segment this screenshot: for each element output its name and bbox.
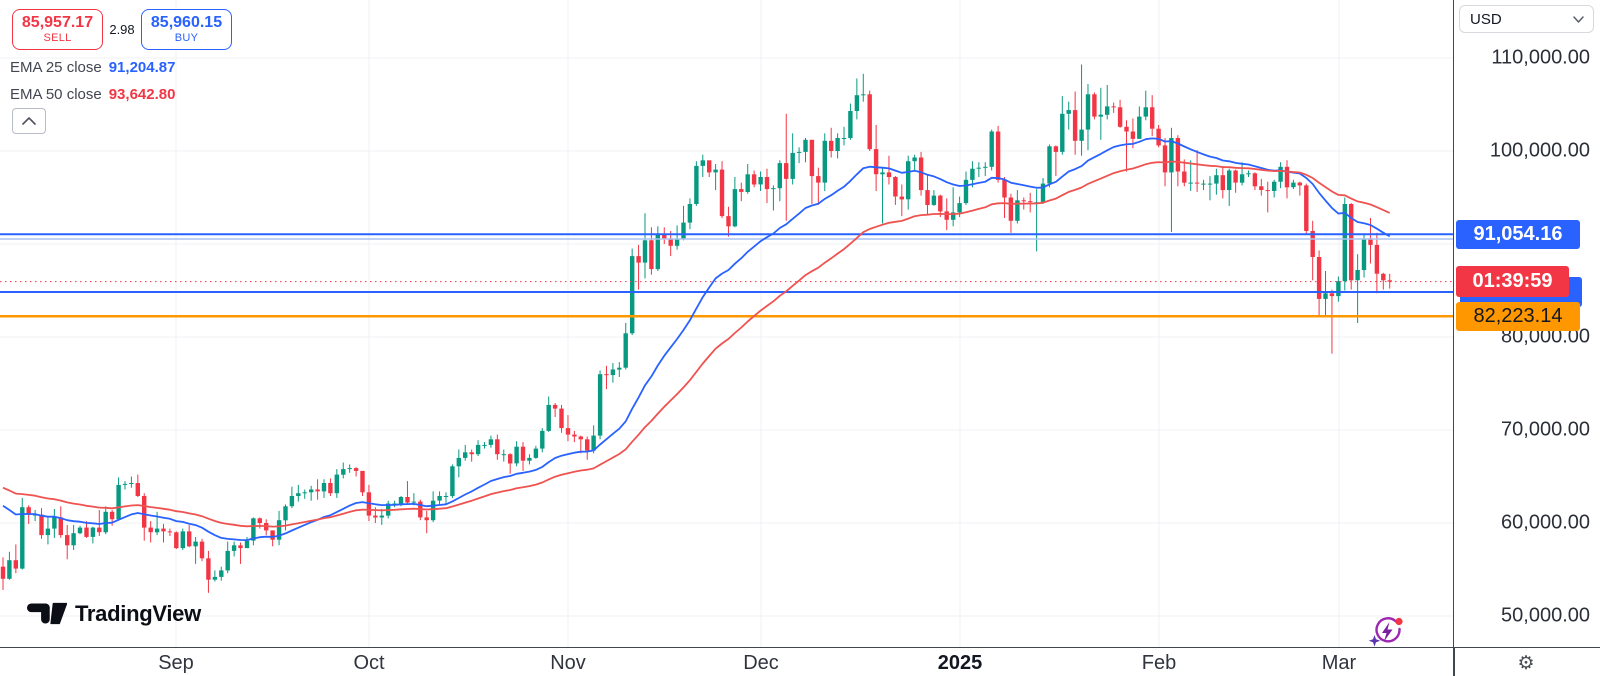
spread-value: 2.98: [109, 22, 135, 37]
time-axis-label-nov: Nov: [550, 652, 586, 674]
axis-corner-divider: [1453, 648, 1455, 676]
sell-price: 85,957.17: [21, 14, 94, 31]
price-axis-tick: 60,000.00: [1501, 511, 1590, 534]
currency-selector[interactable]: USD: [1459, 5, 1594, 33]
price-axis-tick: 70,000.00: [1501, 418, 1590, 441]
sell-button[interactable]: 85,957.17 SELL: [12, 9, 103, 50]
price-axis[interactable]: USD 110,000.00 100,000.00 80,000.00 70,000.…: [1453, 0, 1600, 647]
ema-50-value: 93,642.80: [108, 86, 176, 103]
buy-button[interactable]: 85,960.15 BUY: [141, 9, 232, 50]
tradingview-logo-icon: [27, 602, 67, 625]
price-axis-tick: 50,000.00: [1501, 604, 1590, 627]
chevron-down-icon: [1573, 15, 1584, 23]
indicator-legend: EMA 25 close 91,204.87 EMA 50 close 93,6…: [10, 59, 175, 113]
sell-label: SELL: [43, 32, 72, 44]
ema-50-legend-row[interactable]: EMA 50 close 93,642.80: [10, 86, 175, 113]
ema-25-label: EMA 25 close: [10, 59, 102, 76]
time-axis[interactable]: ⚙ Sep Oct Nov Dec 2025 Feb Mar: [0, 647, 1600, 676]
price-label-91054: 91,054.16: [1456, 220, 1580, 249]
price-axis-tick: 100,000.00: [1489, 139, 1590, 162]
ema-50-line: [2, 160, 1391, 528]
time-axis-label-dec: Dec: [743, 652, 779, 674]
buy-price: 85,960.15: [150, 14, 223, 31]
chart-canvas[interactable]: [0, 0, 1453, 647]
news-flash-icon[interactable]: [1368, 615, 1406, 647]
ema-25-legend-row[interactable]: EMA 25 close 91,204.87: [10, 59, 175, 86]
trade-widget: 85,957.17 SELL 2.98 85,960.15 BUY: [12, 9, 232, 50]
chart-settings-gear-icon[interactable]: ⚙: [1517, 652, 1535, 674]
tradingview-logo[interactable]: TradingView: [27, 600, 201, 627]
time-axis-label-oct: Oct: [353, 652, 385, 674]
buy-label: BUY: [174, 32, 199, 44]
time-axis-label-mar: Mar: [1321, 652, 1357, 674]
chevron-up-icon: [22, 117, 36, 125]
collapse-legend-button[interactable]: [12, 108, 46, 134]
ema-50-label: EMA 50 close: [10, 86, 102, 103]
price-label-82223: 82,223.14: [1456, 302, 1580, 331]
candlestick-series: [0, 64, 1392, 593]
price-axis-tick: 80,000.00: [1501, 325, 1590, 348]
sparkle-icon: [1368, 635, 1381, 647]
time-axis-label-feb: Feb: [1141, 652, 1177, 674]
chart-pane[interactable]: 85,957.17 SELL 2.98 85,960.15 BUY EMA 25…: [0, 0, 1453, 647]
currency-value: USD: [1470, 10, 1502, 28]
horizontal-lines: [0, 233, 1453, 318]
tradingview-logo-text: TradingView: [75, 600, 201, 626]
price-axis-tick: 110,000.00: [1491, 46, 1590, 69]
time-axis-label-sep: Sep: [158, 652, 194, 674]
ema-25-line: [2, 137, 1391, 541]
ema-25-value: 91,204.87: [108, 59, 176, 76]
countdown-label: 01:39:59: [1456, 266, 1569, 297]
gridlines: [0, 0, 1453, 647]
time-axis-label-2025: 2025: [937, 652, 983, 674]
